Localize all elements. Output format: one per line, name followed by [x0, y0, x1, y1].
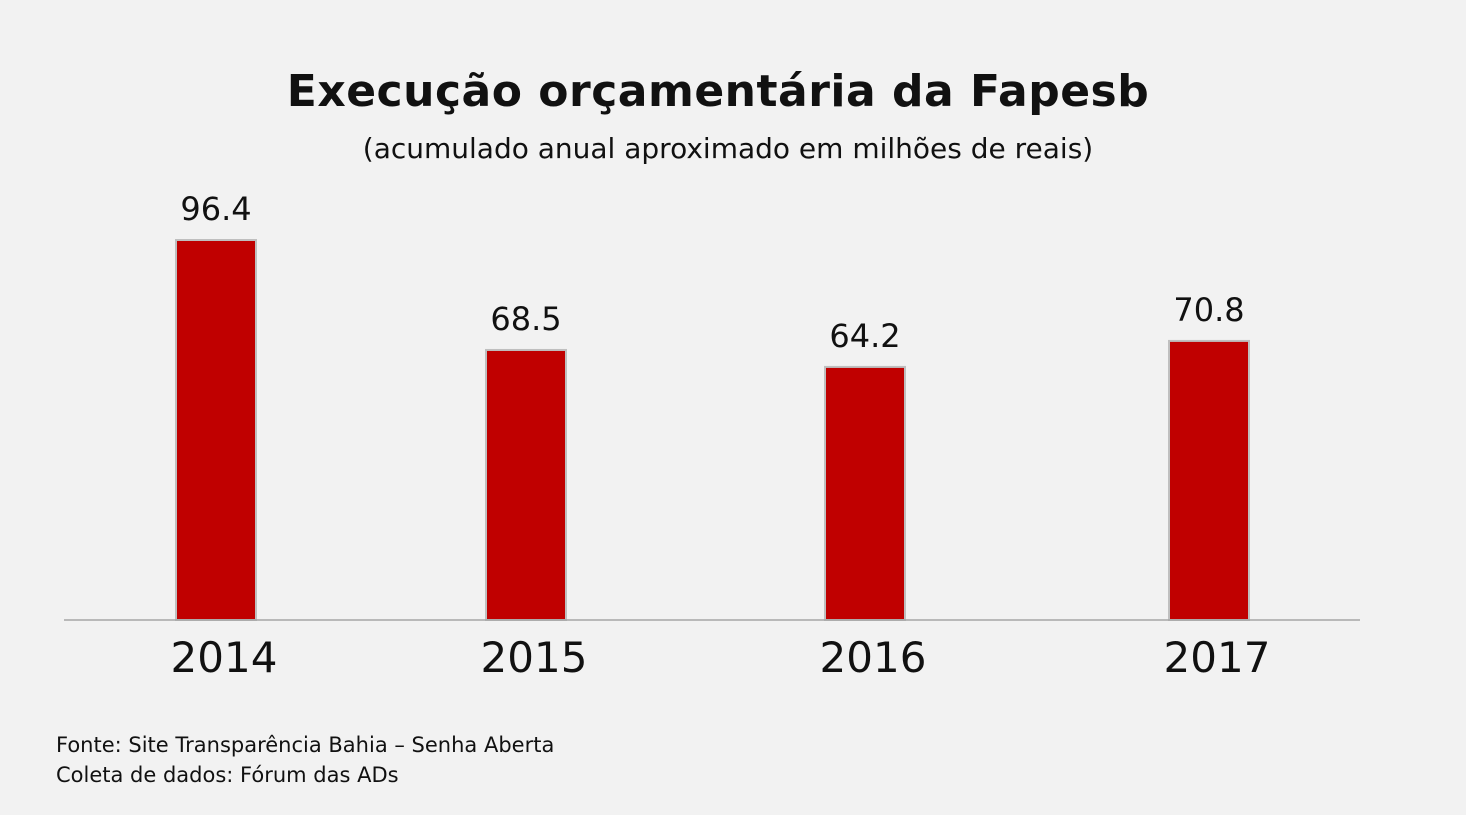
data-label-2014: 96.4 — [180, 190, 251, 228]
data-label-2017: 70.8 — [1173, 291, 1244, 329]
x-tick-label-2015: 2015 — [481, 633, 588, 682]
x-tick-label-2017: 2017 — [1164, 633, 1271, 682]
x-tick-label-2014: 2014 — [171, 633, 278, 682]
data-label-2015: 68.5 — [490, 300, 561, 338]
bar-2015 — [485, 348, 567, 621]
chart-title: Execução orçamentária da Fapesb — [286, 66, 1150, 117]
x-tick-label-2016: 2016 — [820, 633, 927, 682]
bar-2014 — [175, 239, 257, 621]
bar-2016 — [824, 365, 906, 622]
source-note: Fonte: Site Transparência Bahia – Senha … — [56, 733, 555, 757]
chart-subtitle: (acumulado anual aproximado em milhões d… — [362, 132, 1094, 165]
data-collection-note: Coleta de dados: Fórum das ADs — [56, 763, 399, 787]
data-label-2016: 64.2 — [829, 317, 900, 355]
bar-2017 — [1168, 339, 1250, 621]
